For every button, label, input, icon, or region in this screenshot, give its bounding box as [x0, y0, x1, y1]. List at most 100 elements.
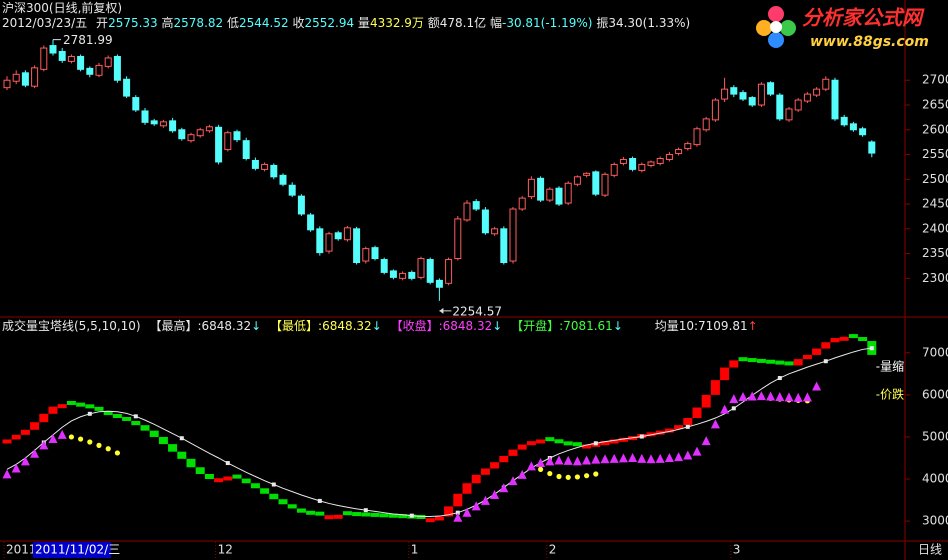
tower-block — [618, 437, 628, 442]
arrow: ↓ — [251, 319, 262, 333]
triangle — [572, 456, 582, 466]
tower-block — [30, 422, 40, 430]
y-tick-label: 2400 — [922, 221, 948, 235]
y-tick-label: 3000 — [922, 514, 948, 528]
tower-block — [195, 467, 205, 474]
y-tick-label: 2450 — [922, 197, 948, 211]
triangle — [701, 436, 711, 446]
tower-block — [94, 406, 104, 411]
candle-body — [417, 258, 425, 278]
ma-marker — [869, 346, 874, 351]
tower-block — [122, 416, 132, 421]
ma-marker — [133, 414, 138, 419]
tower-block — [471, 474, 481, 484]
triangle — [775, 391, 785, 401]
tower-block — [39, 413, 49, 423]
candle-body — [849, 123, 857, 131]
tower-block — [131, 420, 141, 426]
logo-flower — [756, 6, 796, 48]
label: 开 — [96, 16, 109, 30]
value: 4332.9万 — [369, 16, 424, 30]
tower-block — [720, 367, 730, 381]
tower-block — [287, 504, 297, 509]
ma-marker — [179, 436, 184, 441]
ma-marker — [823, 359, 828, 364]
value: 7081.61 — [563, 319, 613, 333]
x-tick-label: 2011 — [6, 543, 37, 557]
candle-body — [141, 110, 149, 123]
dot — [538, 466, 544, 472]
tower-block — [710, 380, 720, 395]
candle-body — [21, 72, 29, 86]
candle-body — [868, 141, 876, 154]
candle-body — [362, 248, 370, 262]
tower-block — [168, 444, 178, 452]
candle-body — [610, 163, 618, 176]
value: 34.30(1.33%) — [608, 16, 691, 30]
triangle — [637, 453, 647, 463]
tower-block — [462, 483, 472, 494]
candle-body — [399, 272, 407, 279]
candle-body — [435, 279, 443, 288]
ma-marker — [363, 508, 368, 513]
tower-block — [858, 337, 868, 342]
dot — [584, 473, 590, 479]
triangle — [766, 391, 776, 401]
candle-body — [159, 121, 167, 127]
label: 高 — [161, 16, 174, 30]
candle-body — [629, 157, 637, 170]
tower-block — [738, 357, 748, 362]
triangle — [554, 455, 564, 465]
dot — [556, 473, 562, 480]
candle-body — [408, 271, 416, 279]
candle-body — [721, 88, 729, 100]
tower-block — [296, 508, 306, 513]
candle-body — [233, 131, 241, 141]
triangle — [2, 469, 12, 479]
high-annotation: 2781.99 — [63, 33, 113, 47]
triangle — [692, 446, 702, 456]
candle-body — [500, 228, 508, 264]
triangle — [462, 507, 472, 517]
indicator-header: 成交量宝塔线(5,5,10,10) 【最高】:6848.32↓ 【最低】:684… — [2, 319, 758, 333]
tower-block — [766, 359, 776, 364]
tower-block — [821, 342, 831, 349]
title-line: 沪深300(日线,前复权) — [2, 1, 122, 15]
tower-block — [848, 334, 858, 339]
title: 沪深300(日线,前复权) — [2, 1, 123, 15]
tower-block — [398, 514, 408, 519]
tower-block — [214, 478, 224, 483]
candle-body — [509, 208, 517, 262]
label: 额 — [427, 16, 440, 30]
tower-block — [204, 473, 214, 480]
arrow: ↓ — [492, 319, 503, 333]
tower-block — [609, 439, 619, 444]
label: 【开盘】: — [511, 319, 564, 333]
candle-body — [242, 140, 250, 159]
dot — [547, 470, 553, 477]
ma-marker — [455, 510, 460, 515]
candle-body — [730, 87, 738, 95]
tower-block — [76, 402, 86, 407]
label: 低 — [226, 16, 239, 30]
triangle — [600, 454, 610, 464]
candle-body — [564, 182, 572, 204]
tower-block — [692, 407, 702, 419]
triangle — [618, 453, 628, 463]
value: 2575.33 — [108, 16, 158, 30]
value: 478.1亿 — [439, 16, 487, 30]
triangle — [30, 448, 40, 458]
candle-body — [343, 227, 351, 241]
triangle — [563, 455, 573, 465]
value: -30.81(-1.19%) — [501, 16, 593, 30]
tower-block — [545, 437, 555, 442]
candle-body — [859, 128, 867, 136]
tower-block — [490, 462, 500, 469]
candle-body — [380, 259, 388, 273]
x-tick-label: 1 — [411, 543, 419, 557]
candle-body — [840, 116, 848, 126]
candle-body — [353, 228, 361, 264]
dot — [68, 434, 74, 440]
y-tick-label: 2650 — [922, 98, 948, 112]
